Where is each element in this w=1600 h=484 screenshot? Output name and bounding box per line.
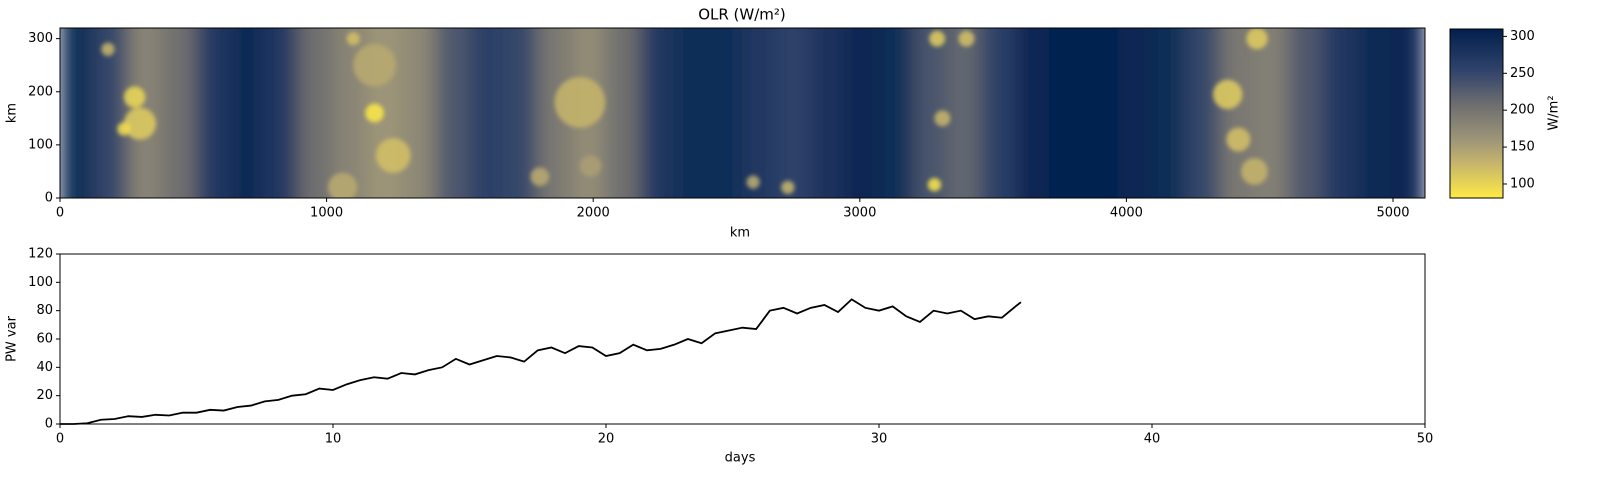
heatmap-column [161,28,197,198]
convective-cell [929,30,946,47]
x-tick-label: 30 [871,432,888,447]
y-tick-label: 120 [28,247,53,262]
heatmap-column [1151,28,1187,198]
convective-cell [1241,158,1268,185]
x-tick-label: 0 [56,206,64,221]
y-tick-label: 100 [28,275,53,290]
colorbar-tick-label: 150 [1510,140,1535,155]
heatmap-column [1322,28,1358,198]
x-tick-label: 1000 [310,206,343,221]
convective-cell [579,155,602,177]
heatmap-column [1356,28,1392,198]
y-tick-label: 80 [36,303,53,318]
x-tick-label: 3000 [843,206,876,221]
heatmap-column [810,28,846,198]
heatmap-column [1390,28,1425,198]
convective-cell [123,86,146,108]
heatmap-column [1015,28,1051,198]
convective-cell [927,178,942,192]
convective-cell [353,43,396,87]
heatmap-column [639,28,675,198]
y-tick-label: 0 [45,191,53,206]
data-line [60,298,1022,425]
convective-cell [1213,79,1243,110]
x-tick-label: 4000 [1110,206,1143,221]
heatmap-column [400,28,436,198]
x-axis-label: km [730,226,750,241]
axes-frame [59,27,1426,199]
y-axis-label: km [5,103,20,123]
heatmap-column [776,28,812,198]
heatmap-column [946,28,982,198]
y-tick-label: 200 [28,84,53,99]
x-tick-label: 5000 [1376,206,1409,221]
x-tick-label: 0 [56,432,64,447]
heatmap-column [1117,28,1153,198]
y-tick-label: 20 [36,388,53,403]
heatmap-column [878,28,914,198]
y-tick-label: 40 [36,360,53,375]
colorbar-label: W/m² [1547,95,1562,130]
y-tick-label: 0 [45,417,53,432]
heatmap-column [298,28,334,198]
heatmap-column [1185,28,1221,198]
convective-cell [117,122,131,136]
heatmap-column [844,28,880,198]
y-tick-label: 300 [28,31,53,46]
heatmap-cells [101,28,1268,198]
heatmap [60,28,1425,198]
x-tick-label: 2000 [577,206,610,221]
convective-cell [781,180,795,195]
convective-cell [327,172,358,198]
heatmap-column [503,28,539,198]
x-tick-label: 50 [1417,432,1434,447]
convective-cell [958,30,975,47]
heatmap-column [673,28,709,198]
y-tick-label: 100 [28,137,53,152]
chart-title: OLR (W/m²) [698,6,786,24]
heatmap-column [707,28,743,198]
heatmap-column [93,28,129,198]
convective-cell [365,103,384,123]
heatmap-column [1288,28,1324,198]
heatmap-column [264,28,300,198]
heatmap-column [60,28,95,198]
convective-cell [375,138,411,173]
convective-cell [934,110,951,127]
heatmap-columns [60,28,1425,198]
convective-cell [530,167,550,187]
colorbar [1450,29,1503,198]
convective-cell [101,42,115,56]
convective-cell [1246,28,1268,50]
x-axis-label: days [725,451,756,466]
heatmap-column [434,28,470,198]
colorbar-tick-label: 100 [1510,176,1535,191]
colorbar-frame [1449,28,1504,199]
convective-cell [746,175,760,189]
convective-cell [554,77,606,128]
heatmap-column [1049,28,1085,198]
x-tick-label: 20 [598,432,615,447]
heatmap-column [196,28,232,198]
convective-cell [123,107,156,140]
heatmap-column [742,28,778,198]
convective-cell [1226,127,1251,152]
heatmap-column [230,28,266,198]
y-tick-label: 60 [36,332,53,347]
axes-frame [59,253,1426,425]
colorbar-tick-label: 300 [1510,29,1535,44]
colorbar-tick-label: 200 [1510,103,1535,118]
heatmap-column [980,28,1016,198]
colorbar-tick-label: 250 [1510,66,1535,81]
y-axis-label: PW var [5,315,20,361]
heatmap-column [1083,28,1119,198]
convective-cell [346,31,360,46]
x-tick-label: 40 [1144,432,1161,447]
heatmap-column [605,28,641,198]
x-tick-label: 10 [325,432,342,447]
heatmap-column [469,28,505,198]
